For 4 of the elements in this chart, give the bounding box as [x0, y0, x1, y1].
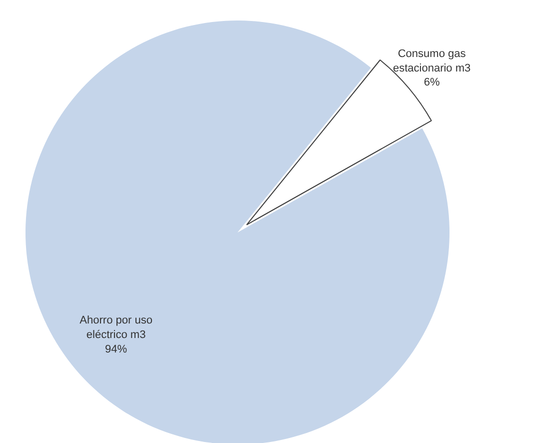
data-label: 6%	[424, 76, 440, 89]
slice-label: Consumo gas estacionario m3	[392, 48, 471, 74]
slice-label: Ahorro por uso eléctrico m3	[80, 314, 152, 342]
data-label: 94%	[105, 344, 128, 356]
